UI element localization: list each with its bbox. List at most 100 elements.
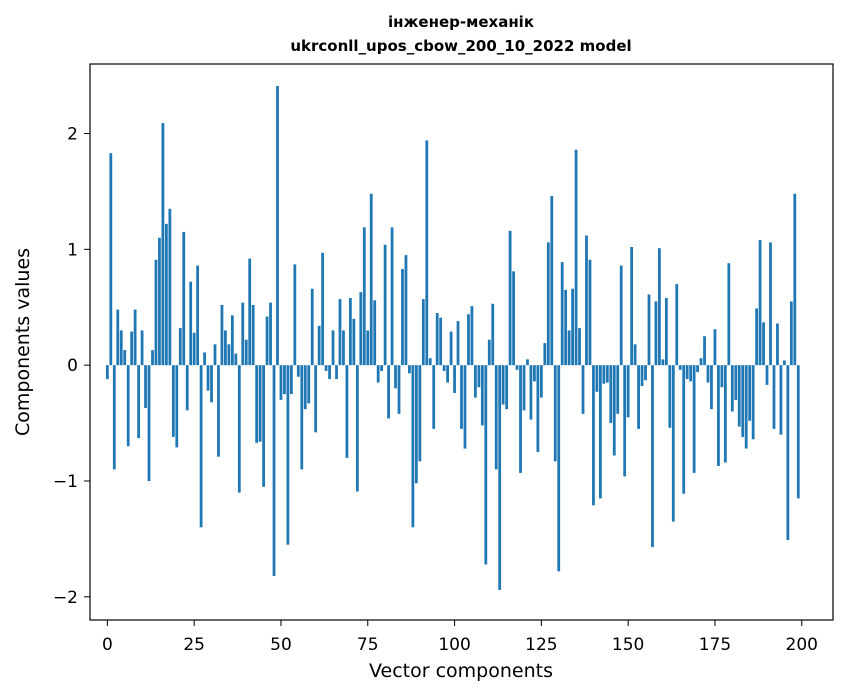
y-tick-label: 0: [67, 356, 78, 376]
y-axis-label: Components values: [12, 248, 34, 436]
bar: [126, 365, 130, 447]
bar: [467, 314, 470, 366]
bar: [178, 328, 182, 366]
bar: [161, 123, 165, 366]
bar: [414, 365, 418, 484]
bar: [237, 365, 241, 493]
bar: [779, 365, 783, 435]
x-tick-label: 125: [525, 635, 557, 655]
bar: [744, 365, 748, 449]
bar: [692, 365, 696, 473]
bar: [564, 289, 568, 366]
bar: [751, 365, 755, 440]
bar: [227, 344, 231, 366]
bar: [255, 365, 259, 443]
y-tick-label: 1: [67, 240, 78, 260]
y-tick-label: 2: [67, 125, 78, 145]
bar: [519, 365, 522, 473]
bar: [623, 365, 627, 477]
bar: [203, 352, 206, 366]
bar: [345, 365, 349, 458]
bar: [418, 365, 422, 462]
x-tick-label: 50: [270, 635, 292, 655]
bar: [397, 365, 401, 414]
bar: [321, 252, 325, 366]
x-tick-label: 175: [699, 635, 731, 655]
bar: [598, 365, 602, 499]
bar: [762, 322, 765, 366]
bar: [230, 315, 234, 366]
bar: [470, 306, 474, 366]
bar: [383, 244, 387, 366]
bar: [682, 365, 686, 494]
bar: [269, 302, 272, 366]
bar: [789, 301, 793, 366]
bar: [432, 365, 436, 429]
bar: [706, 365, 710, 383]
bar: [133, 309, 137, 366]
bar: [289, 365, 293, 395]
bar: [585, 235, 588, 366]
bar: [244, 339, 248, 366]
plot-area-frame: [89, 63, 834, 621]
bar: [651, 365, 654, 548]
bar: [234, 353, 238, 366]
bar: [484, 365, 488, 565]
bar: [435, 313, 439, 366]
bar: [258, 365, 262, 442]
bar: [491, 303, 495, 366]
bar: [401, 269, 404, 366]
bar: [772, 365, 776, 429]
bar: [494, 365, 498, 470]
bar: [182, 231, 186, 366]
bar: [158, 237, 161, 366]
bar: [151, 350, 154, 366]
bar: [671, 365, 675, 522]
bar: [550, 196, 554, 366]
bar: [338, 299, 342, 366]
bar: [605, 365, 609, 383]
bar: [703, 336, 706, 366]
bar: [696, 365, 699, 373]
x-tick-label: 0: [102, 635, 113, 655]
bar: [480, 365, 484, 426]
bar: [442, 365, 446, 371]
x-tick-label: 75: [357, 635, 379, 655]
bar: [748, 365, 752, 421]
bar: [175, 365, 179, 448]
bar: [324, 365, 328, 371]
bar: [793, 193, 797, 366]
bar: [512, 271, 515, 366]
bar: [689, 365, 693, 382]
bar: [210, 365, 213, 403]
bar: [199, 365, 203, 528]
bar: [276, 86, 279, 366]
bar: [616, 365, 620, 414]
bar: [286, 365, 290, 545]
bar: [463, 365, 467, 449]
bar: [501, 365, 505, 405]
bar: [112, 365, 116, 470]
bar: [130, 331, 134, 366]
bar: [217, 365, 220, 457]
bar: [359, 292, 363, 366]
bar: [293, 264, 297, 366]
bar: [647, 294, 651, 366]
y-tick-label: −2: [53, 588, 78, 608]
bar: [331, 330, 335, 366]
bar: [553, 365, 557, 462]
bar: [352, 318, 356, 366]
bar: [446, 365, 449, 383]
bar: [487, 339, 491, 366]
bar: [265, 316, 269, 366]
bar: [539, 365, 543, 398]
bar: [300, 365, 304, 470]
bar: [644, 365, 647, 381]
bar: [769, 242, 772, 366]
bar: [633, 344, 637, 366]
bar: [571, 288, 574, 366]
bar: [619, 265, 623, 366]
bar: [664, 297, 668, 366]
bar: [796, 365, 800, 499]
bar: [505, 365, 509, 410]
